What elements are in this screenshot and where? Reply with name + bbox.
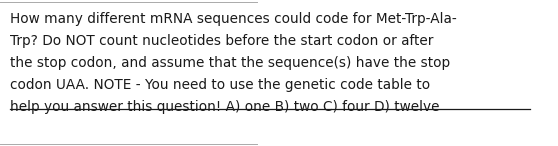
Text: codon UAA. NOTE - You need to use the genetic code table to: codon UAA. NOTE - You need to use the ge…	[10, 78, 430, 92]
Text: Trp? Do NOT count nucleotides before the start codon or after: Trp? Do NOT count nucleotides before the…	[10, 34, 434, 48]
Text: the stop codon, and assume that the sequence(s) have the stop: the stop codon, and assume that the sequ…	[10, 56, 450, 70]
Text: help you answer this question! A) one B) two C) four D) twelve: help you answer this question! A) one B)…	[10, 100, 440, 114]
Text: How many different mRNA sequences could code for Met-Trp-Ala-: How many different mRNA sequences could …	[10, 12, 457, 26]
